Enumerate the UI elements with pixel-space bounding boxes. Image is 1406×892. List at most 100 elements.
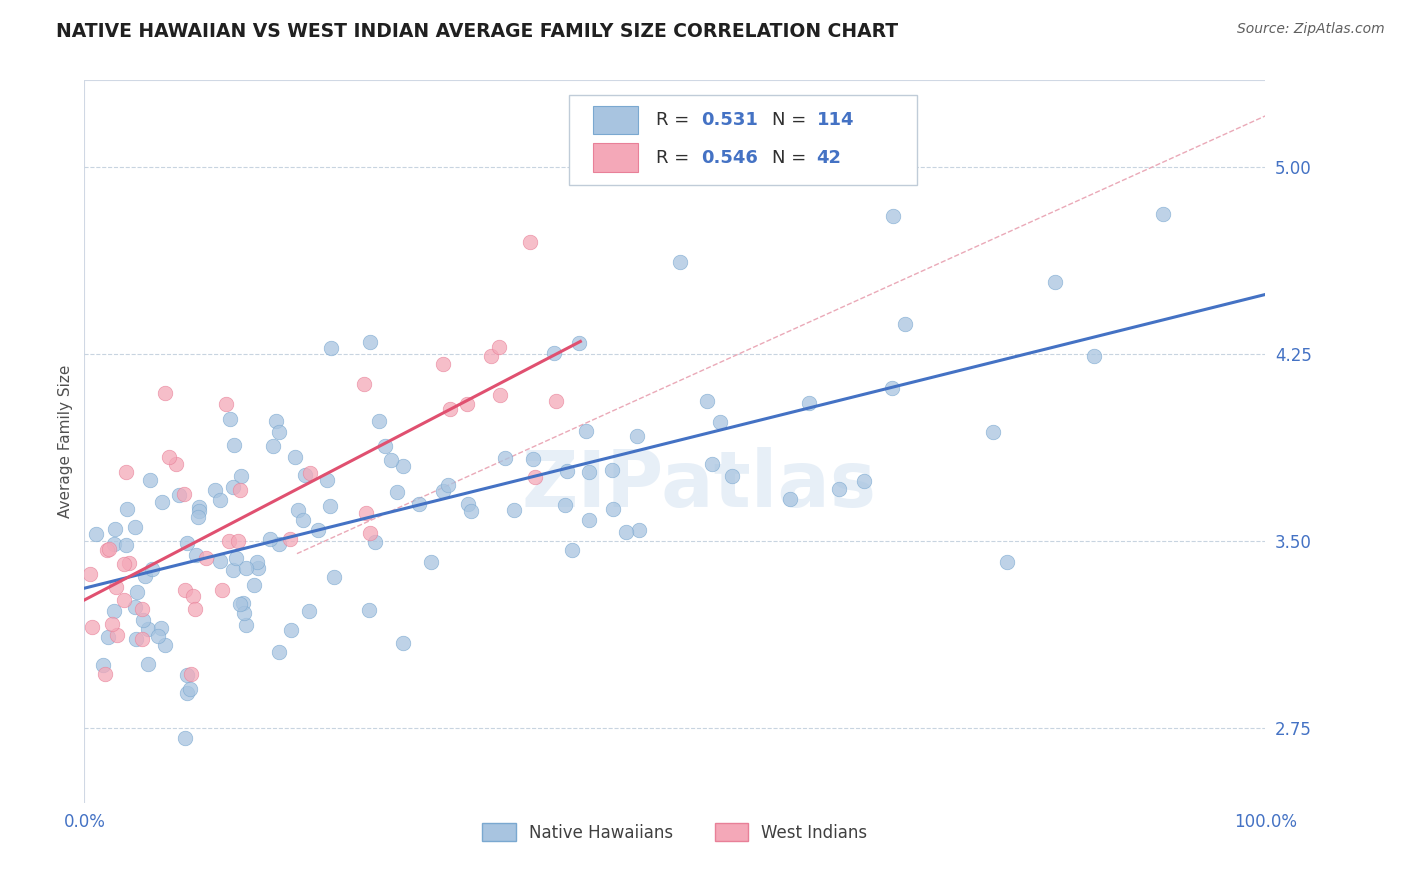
Point [204, 483, 226, 497]
Point [561, 542, 583, 557]
Point [150, 495, 173, 509]
Point [218, 533, 240, 548]
Text: 0.531: 0.531 [700, 111, 758, 129]
Point [136, 622, 159, 636]
Point [174, 582, 197, 597]
Point [522, 451, 544, 466]
Point [544, 394, 567, 409]
Point [359, 525, 381, 540]
Point [167, 488, 190, 502]
Point [600, 463, 623, 477]
Point [176, 685, 198, 699]
Point [385, 484, 408, 499]
Point [96, 543, 118, 558]
Point [246, 555, 269, 569]
Point [432, 483, 454, 498]
Point [287, 503, 309, 517]
Point [359, 603, 381, 617]
Point [124, 600, 146, 615]
Text: NATIVE HAWAIIAN VS WEST INDIAN AVERAGE FAMILY SIZE CORRELATION CHART: NATIVE HAWAIIAN VS WEST INDIAN AVERAGE F… [56, 22, 898, 41]
Point [298, 604, 321, 618]
Point [153, 638, 176, 652]
Point [184, 548, 207, 562]
Point [222, 480, 245, 494]
Point [709, 415, 731, 429]
Point [225, 550, 247, 565]
Text: 0.546: 0.546 [700, 149, 758, 167]
Point [479, 349, 502, 363]
Point [226, 533, 249, 548]
Point [187, 510, 209, 524]
Point [489, 388, 512, 402]
Point [211, 583, 233, 598]
Point [323, 570, 346, 584]
Point [98, 541, 121, 556]
Point [124, 520, 146, 534]
Point [243, 578, 266, 592]
Text: Source: ZipAtlas.com: Source: ZipAtlas.com [1237, 22, 1385, 37]
Point [209, 553, 232, 567]
Point [439, 401, 461, 416]
Point [368, 414, 391, 428]
Point [408, 496, 430, 510]
Point [432, 357, 454, 371]
Point [779, 492, 801, 507]
Point [354, 506, 377, 520]
Point [1083, 349, 1105, 363]
Point [882, 380, 904, 394]
Point [294, 467, 316, 482]
Point [578, 513, 600, 527]
Point [319, 341, 342, 355]
Point [316, 473, 339, 487]
Point [134, 569, 156, 583]
Point [155, 386, 177, 401]
Point [578, 465, 600, 479]
Point [222, 438, 245, 452]
Point [797, 396, 820, 410]
Text: 42: 42 [817, 149, 842, 167]
Text: R =: R = [657, 149, 689, 167]
Point [84, 527, 107, 541]
Point [181, 590, 204, 604]
Point [104, 522, 127, 536]
Point [105, 628, 128, 642]
Point [420, 555, 443, 569]
Point [117, 556, 139, 570]
Point [150, 620, 173, 634]
Point [112, 557, 135, 571]
Point [995, 555, 1018, 569]
Point [456, 397, 478, 411]
Point [194, 551, 217, 566]
Point [981, 425, 1004, 440]
Text: ZIPatlas: ZIPatlas [522, 447, 876, 523]
Point [524, 469, 547, 483]
Legend: Native Hawaiians, West Indians: Native Hawaiians, West Indians [475, 817, 875, 848]
Point [894, 318, 917, 332]
Point [165, 457, 187, 471]
Point [232, 596, 254, 610]
Point [91, 657, 114, 672]
Point [292, 513, 315, 527]
Point [696, 394, 718, 409]
Point [215, 397, 238, 411]
Point [132, 614, 155, 628]
Point [364, 534, 387, 549]
Point [374, 440, 396, 454]
Point [125, 632, 148, 647]
Point [628, 523, 651, 537]
Point [488, 340, 510, 354]
Point [103, 604, 125, 618]
Text: 114: 114 [817, 111, 853, 129]
Point [298, 467, 321, 481]
Point [104, 580, 127, 594]
Point [853, 474, 876, 488]
Point [554, 498, 576, 512]
Point [700, 457, 723, 471]
Point [235, 617, 257, 632]
Point [555, 463, 578, 477]
Point [148, 630, 170, 644]
Point [115, 538, 138, 552]
Point [1045, 275, 1067, 289]
Point [266, 414, 288, 428]
Point [79, 567, 101, 582]
